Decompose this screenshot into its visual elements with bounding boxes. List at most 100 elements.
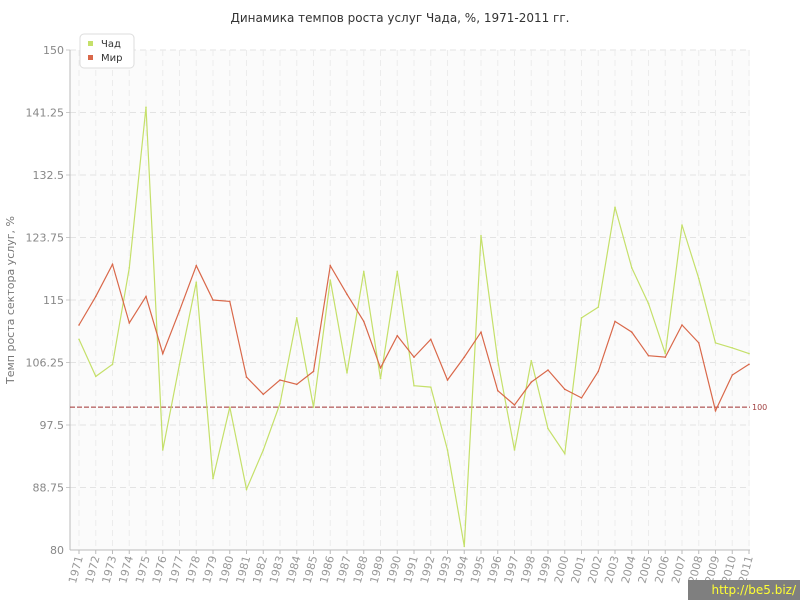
data-point bbox=[630, 331, 633, 333]
data-point bbox=[128, 267, 131, 269]
data-point bbox=[413, 356, 415, 358]
data-point bbox=[94, 295, 97, 298]
data-point bbox=[111, 263, 114, 266]
data-point bbox=[413, 384, 415, 387]
y-tick-label: 88.75 bbox=[33, 482, 65, 495]
grid bbox=[70, 49, 750, 551]
data-point bbox=[697, 277, 700, 280]
data-point bbox=[94, 375, 97, 378]
data-point bbox=[530, 381, 533, 383]
data-point bbox=[379, 377, 382, 380]
legend-swatch bbox=[88, 55, 93, 60]
data-point bbox=[647, 354, 650, 357]
data-point bbox=[279, 379, 281, 381]
data-point bbox=[262, 449, 265, 451]
y-tick-label: 123.75 bbox=[26, 232, 65, 245]
y-axis-label: Темп роста сектора услуг, % bbox=[4, 216, 17, 385]
data-point bbox=[212, 477, 214, 480]
data-point bbox=[228, 300, 231, 303]
data-point bbox=[346, 372, 348, 374]
data-point bbox=[480, 234, 482, 237]
data-point bbox=[262, 393, 265, 396]
legend-box bbox=[79, 33, 135, 69]
data-point bbox=[195, 281, 198, 283]
data-point bbox=[362, 270, 365, 273]
data-point bbox=[463, 545, 466, 548]
data-point bbox=[731, 347, 734, 349]
data-point bbox=[614, 206, 616, 208]
data-point bbox=[748, 363, 750, 366]
data-point bbox=[429, 386, 432, 388]
y-tick-label: 80 bbox=[50, 544, 64, 557]
data-point bbox=[530, 359, 533, 362]
data-point bbox=[111, 363, 114, 366]
legend-label: Чад bbox=[101, 39, 121, 50]
data-point bbox=[446, 379, 449, 381]
y-tick-label: 150 bbox=[43, 44, 64, 57]
data-point bbox=[463, 356, 466, 358]
data-point bbox=[161, 352, 164, 355]
chart-title: Динамика темпов роста услуг Чада, %, 197… bbox=[231, 11, 570, 25]
data-point bbox=[563, 452, 566, 455]
data-point bbox=[580, 397, 583, 399]
data-point bbox=[396, 334, 399, 337]
y-tick-label: 106.25 bbox=[26, 357, 65, 370]
y-tick-label: 115 bbox=[43, 294, 64, 307]
y-tick-label: 141.25 bbox=[26, 107, 65, 120]
data-point bbox=[580, 317, 583, 319]
data-point bbox=[647, 302, 650, 305]
data-point bbox=[362, 320, 365, 323]
data-point bbox=[228, 406, 231, 408]
data-point bbox=[245, 488, 248, 491]
data-point bbox=[748, 352, 750, 355]
data-point bbox=[681, 324, 683, 326]
data-point bbox=[145, 295, 147, 298]
data-point bbox=[547, 427, 549, 430]
data-point bbox=[681, 224, 683, 226]
data-point bbox=[396, 270, 399, 273]
data-point bbox=[312, 406, 315, 408]
data-point bbox=[312, 370, 315, 373]
data-point bbox=[731, 374, 734, 376]
data-point bbox=[664, 352, 667, 355]
data-point bbox=[178, 363, 181, 366]
data-point bbox=[697, 342, 700, 344]
data-point bbox=[161, 449, 164, 451]
data-point bbox=[513, 449, 516, 451]
legend-swatch bbox=[88, 41, 93, 46]
data-point bbox=[496, 389, 499, 392]
reference-line-group: 100 bbox=[70, 403, 767, 412]
data-point bbox=[714, 409, 717, 412]
legend-label: Мир bbox=[101, 53, 122, 64]
y-tick-label: 97.5 bbox=[40, 419, 65, 432]
data-point bbox=[547, 369, 549, 371]
legend: Чад Мир bbox=[79, 33, 135, 69]
data-point bbox=[597, 306, 600, 308]
data-point bbox=[664, 356, 667, 358]
data-point bbox=[496, 359, 499, 362]
data-point bbox=[563, 388, 566, 391]
data-point bbox=[245, 376, 248, 378]
data-point bbox=[614, 320, 616, 323]
watermark[interactable]: http://be5.biz/ bbox=[688, 580, 800, 600]
data-point bbox=[195, 264, 198, 267]
data-point bbox=[295, 383, 298, 386]
data-point bbox=[212, 299, 214, 301]
data-point bbox=[279, 402, 281, 405]
data-point bbox=[145, 106, 147, 108]
series-group bbox=[78, 106, 750, 548]
data-point bbox=[346, 293, 348, 296]
data-point bbox=[597, 370, 600, 373]
reference-line-label: 100 bbox=[752, 403, 767, 412]
data-point bbox=[513, 404, 516, 406]
data-point bbox=[128, 322, 131, 324]
x-axis: 1971197219731974197519761977197819791980… bbox=[66, 549, 756, 585]
data-point bbox=[429, 338, 432, 341]
data-point bbox=[295, 317, 298, 319]
data-point bbox=[480, 331, 482, 333]
y-axis: 80 88.75 97.5 106.25 115 123.75 132.5 141.25 150 bbox=[26, 44, 71, 557]
y-tick-label: 132.5 bbox=[33, 169, 65, 182]
data-point bbox=[379, 367, 382, 369]
data-point bbox=[329, 279, 332, 281]
